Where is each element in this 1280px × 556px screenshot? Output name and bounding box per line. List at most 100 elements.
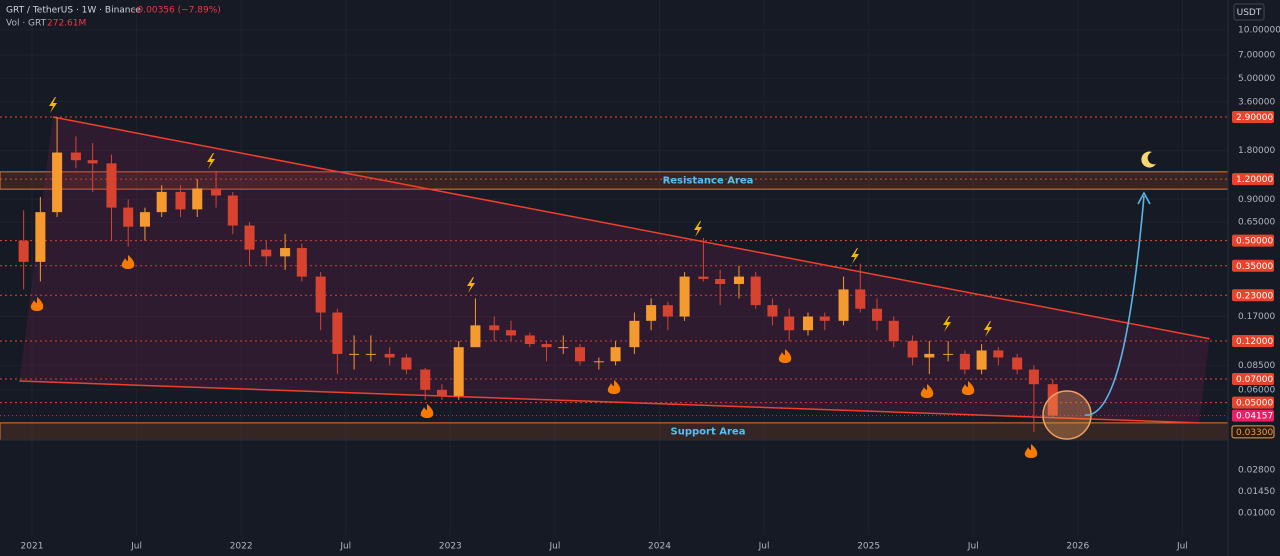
x-tick-label: 2021	[21, 542, 44, 552]
candle-body	[261, 249, 272, 257]
fire-icons	[30, 255, 1038, 458]
fire	[607, 380, 621, 394]
candle-body	[87, 160, 98, 164]
trendline	[52, 116, 1210, 340]
candle-body	[296, 248, 307, 277]
projection-arrow	[1084, 195, 1145, 416]
y-tick-label: 2.90000	[1236, 113, 1273, 123]
candle-body	[156, 191, 167, 213]
y-tick-label: 3.60000	[1238, 97, 1275, 107]
change: −0.00356 (−7.89%)	[130, 6, 221, 16]
currency: USDT	[1237, 8, 1262, 18]
y-tick-label: 0.12000	[1236, 337, 1273, 347]
candle-body	[802, 316, 814, 331]
highlight-circle	[1042, 390, 1092, 440]
volume-value: 272.61M	[47, 19, 86, 29]
last-price-box	[1232, 409, 1274, 422]
candle-body	[698, 276, 709, 279]
candle-body	[733, 276, 744, 285]
trendline	[19, 380, 1200, 424]
candle-body	[505, 330, 517, 336]
candle-body	[541, 344, 552, 348]
candle-body	[610, 347, 621, 362]
level-box	[1232, 372, 1274, 385]
candle-body	[943, 353, 954, 355]
candle-body	[784, 316, 795, 331]
axis-labels: 2021 Jul 2022 Jul 2023 Jul 2024 Jul 2025 Jul 2026 J…	[21, 25, 1280, 551]
candle-body	[384, 353, 395, 358]
candle-body	[436, 389, 447, 396]
y-tick-label: 0.35000	[1236, 262, 1273, 272]
lightning	[49, 97, 57, 113]
lightning	[467, 277, 475, 293]
fire	[961, 381, 975, 395]
candle-body	[907, 341, 918, 358]
y-tick-label: 0.65000	[1238, 218, 1275, 228]
candle-body	[976, 350, 987, 370]
y-tick-label: 0.05000	[1236, 399, 1273, 409]
lightning-icons	[49, 97, 992, 337]
zone-box	[1231, 425, 1275, 439]
y-tick-label: 0.07000	[1236, 375, 1273, 385]
candle-body	[489, 325, 500, 331]
level-box	[1232, 259, 1274, 272]
symbol: GRT / TetherUS · 1W · Binance	[6, 6, 141, 16]
candle-body	[211, 188, 222, 196]
y-tick-label: 0.17000	[1238, 312, 1275, 322]
x-tick-label: Jul	[967, 542, 979, 552]
fire	[121, 255, 135, 269]
volume-label: Vol · GRT	[6, 19, 47, 29]
x-tick-label: Jul	[758, 542, 770, 552]
y-tick-label: 0.08500	[1238, 361, 1275, 371]
lower-axis-label: 0.02800	[1238, 466, 1275, 476]
y-tick-label: 0.50000	[1236, 237, 1273, 247]
fire	[1024, 444, 1038, 458]
candle-body	[750, 276, 761, 306]
arrow-head	[1137, 191, 1151, 205]
candle-body	[139, 212, 150, 227]
candle-body	[365, 353, 376, 355]
lower-axis-label: 0.01000	[1238, 509, 1275, 519]
price-axis	[1228, 0, 1280, 556]
candle-body	[332, 312, 343, 354]
candle-body	[315, 276, 326, 313]
level-box	[1232, 335, 1274, 348]
fire	[920, 384, 934, 398]
level-box	[1232, 289, 1274, 302]
currency-box	[1233, 3, 1265, 21]
candle-body	[70, 152, 81, 161]
lightning	[694, 221, 702, 237]
lightning	[984, 321, 992, 337]
candle-body	[558, 347, 569, 349]
y-tick-label: 10.00000	[1238, 25, 1280, 35]
lower-axis-label: 0.01450	[1238, 487, 1275, 497]
candle-body	[244, 225, 255, 250]
zone	[0, 422, 1229, 441]
candle-body	[993, 350, 1004, 358]
x-tick-label: 2024	[648, 542, 671, 552]
candle-body	[349, 353, 360, 355]
candle-body	[593, 361, 604, 363]
candle-body	[646, 305, 657, 321]
candle-body	[18, 240, 29, 262]
y-tick-label: 0.90000	[1238, 195, 1275, 205]
candles	[18, 117, 1058, 432]
last-price-label: 0.04157	[1236, 412, 1273, 422]
candle-body	[888, 320, 899, 342]
y-tick-label: 1.20000	[1236, 175, 1273, 185]
candle-body	[123, 207, 134, 227]
candle-body	[855, 289, 866, 309]
candle-body	[1028, 369, 1039, 385]
candle-body	[662, 305, 673, 317]
candle-body	[280, 248, 291, 257]
lightning	[943, 316, 951, 332]
candle-body	[453, 347, 464, 396]
y-tick-label: 0.03300	[1236, 428, 1273, 438]
y-tick-label: 0.06000	[1238, 385, 1275, 395]
level-box	[1232, 110, 1274, 123]
candle-body	[192, 188, 203, 210]
x-tick-label: 2026	[1066, 542, 1089, 552]
candle-body	[715, 278, 726, 285]
x-tick-label: Jul	[1176, 542, 1188, 552]
